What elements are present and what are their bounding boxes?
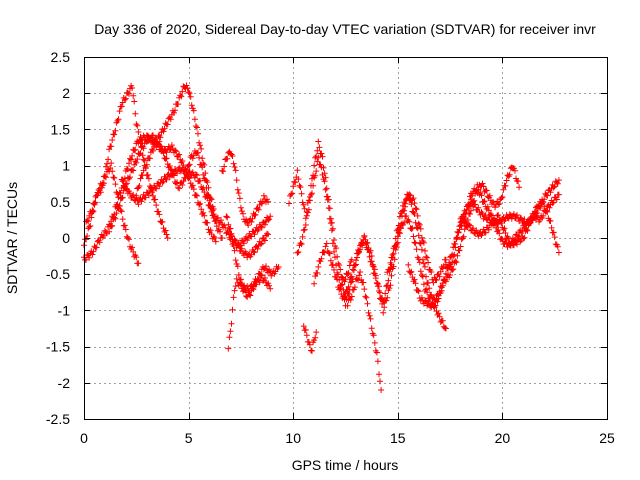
y-tick-label: -2	[58, 375, 71, 391]
data-marks	[81, 82, 562, 393]
y-tick-label: 0.5	[51, 194, 71, 210]
y-tick-label: 2.5	[51, 49, 71, 65]
series-sat-l	[294, 154, 385, 393]
x-axis-label: GPS time / hours	[292, 457, 399, 473]
y-tick-label: 2	[62, 85, 70, 101]
data-point-markers	[225, 272, 274, 352]
y-tick-label: -2.5	[46, 411, 70, 427]
data-point-markers	[227, 230, 272, 261]
x-tick-label: 10	[285, 430, 301, 446]
y-axis-label: SDTVAR / TECUs	[4, 182, 20, 294]
y-tick-label: -1	[58, 302, 71, 318]
data-point-markers	[294, 154, 385, 393]
series-sat-c	[83, 160, 142, 267]
data-point-markers	[83, 160, 142, 267]
series-sat-m	[300, 323, 320, 354]
y-tick-label: -1.5	[46, 339, 70, 355]
series-sat-s	[457, 198, 562, 256]
y-tick-label: 1.5	[51, 121, 71, 137]
axis-ticks	[84, 57, 608, 420]
x-tick-label: 5	[185, 430, 193, 446]
x-tick-label: 0	[80, 430, 88, 446]
data-point-markers	[457, 198, 562, 256]
x-tick-label: 15	[390, 430, 406, 446]
tick-labels: 0 5 10 15 20 25 -2.5 -2 -1.5 -1 -0.5 0 0.5 1 1.5 2 2.5	[46, 49, 615, 446]
data-point-markers	[219, 148, 272, 229]
x-tick-label: 25	[599, 430, 615, 446]
y-tick-label: 0	[62, 230, 70, 246]
data-point-markers	[106, 132, 226, 241]
data-point-markers	[300, 323, 320, 354]
series-sat-j	[227, 230, 272, 261]
series-sat-i	[219, 148, 272, 229]
y-tick-label: -0.5	[46, 266, 70, 282]
series-sat-h	[225, 272, 274, 352]
x-tick-label: 20	[495, 430, 511, 446]
y-tick-label: 1	[62, 158, 70, 174]
chart-title: Day 336 of 2020, Sidereal Day-to-day VTE…	[94, 21, 596, 37]
series-sat-d	[106, 132, 226, 241]
